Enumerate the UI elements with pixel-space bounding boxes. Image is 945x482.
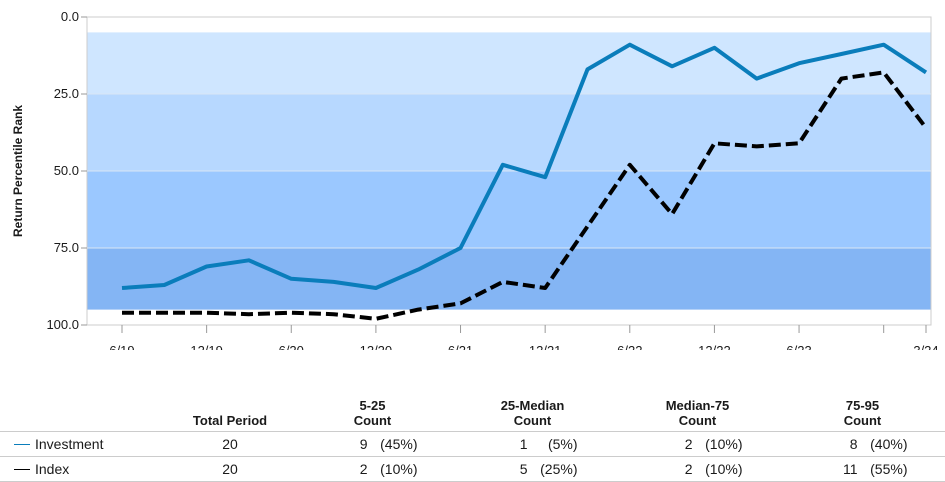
- investment-swatch-icon: [14, 443, 30, 445]
- table-row-investment: Investment 20 9 (45%) 1 (5%) 2 (10%) 8 (40%): [0, 431, 945, 457]
- row-total: 20: [165, 456, 295, 482]
- cell-75-95: 8 (40%): [780, 431, 945, 457]
- x-tick-label: 6/23: [786, 343, 811, 350]
- cell-median-75: 2 (10%): [615, 431, 780, 457]
- cell-25-median: 5 (25%): [450, 456, 615, 482]
- x-axis-ticks: 6/19 12/19 6/20 12/20 6/21 12/21 6/22 12/22 6/23…: [109, 325, 939, 350]
- band-5-25: [87, 32, 931, 94]
- x-tick-label: 12/22: [698, 343, 731, 350]
- series-line-investment: [121, 42, 928, 290]
- header-25-median: 25-Median Count: [500, 398, 565, 428]
- band-50-75: [87, 171, 931, 248]
- band-25-50: [87, 94, 931, 171]
- series-lines: [121, 42, 928, 321]
- table-row-index: Index 20 2 (10%) 5 (25%) 2 (10%) 11 (55%): [0, 456, 945, 482]
- x-tick-label: 12/19: [190, 343, 223, 350]
- gridlines: [87, 93, 931, 249]
- cell-75-95: 11 (55%): [780, 456, 945, 482]
- y-tick-label: 75.0: [54, 240, 79, 255]
- x-tick-label: 6/22: [617, 343, 642, 350]
- row-name: Investment: [0, 431, 165, 457]
- row-total: 20: [165, 431, 295, 457]
- table-header-row: Total Period 5-25 Count 25-Median Count Me…: [0, 390, 945, 432]
- statistics-table: Total Period 5-25 Count 25-Median Count Me…: [0, 390, 945, 482]
- y-axis-ticks: 0.0 25.0 50.0 75.0 100.0: [46, 9, 87, 332]
- band-75-95: [87, 248, 931, 310]
- cell-5-25: 2 (10%): [295, 456, 450, 482]
- y-tick-label: 100.0: [46, 317, 79, 332]
- x-tick-label: 12/20: [360, 343, 393, 350]
- percentile-bands: [87, 32, 931, 310]
- y-tick-label: 25.0: [54, 86, 79, 101]
- header-name: [0, 390, 165, 432]
- row-name: Index: [0, 456, 165, 482]
- y-axis-label: Return Percentile Rank: [11, 105, 25, 237]
- header-median-75: Median-75 Count: [665, 398, 730, 428]
- x-tick-label: 6/21: [448, 343, 473, 350]
- x-tick-label: 12/21: [529, 343, 562, 350]
- y-tick-label: 50.0: [54, 163, 79, 178]
- header-total-period: Total Period: [192, 413, 268, 428]
- cell-25-median: 1 (5%): [450, 431, 615, 457]
- cell-median-75: 2 (10%): [615, 456, 780, 482]
- cell-5-25: 9 (45%): [295, 431, 450, 457]
- y-tick-label: 0.0: [61, 9, 79, 24]
- x-tick-label: 6/19: [109, 343, 134, 350]
- series-line-index: [122, 70, 928, 321]
- x-tick-label: 6/20: [279, 343, 304, 350]
- header-75-95: 75-95 Count: [843, 398, 882, 428]
- header-5-25: 5-25 Count: [353, 398, 392, 428]
- x-tick-label: 3/24: [913, 343, 938, 350]
- index-swatch-icon: [14, 468, 30, 470]
